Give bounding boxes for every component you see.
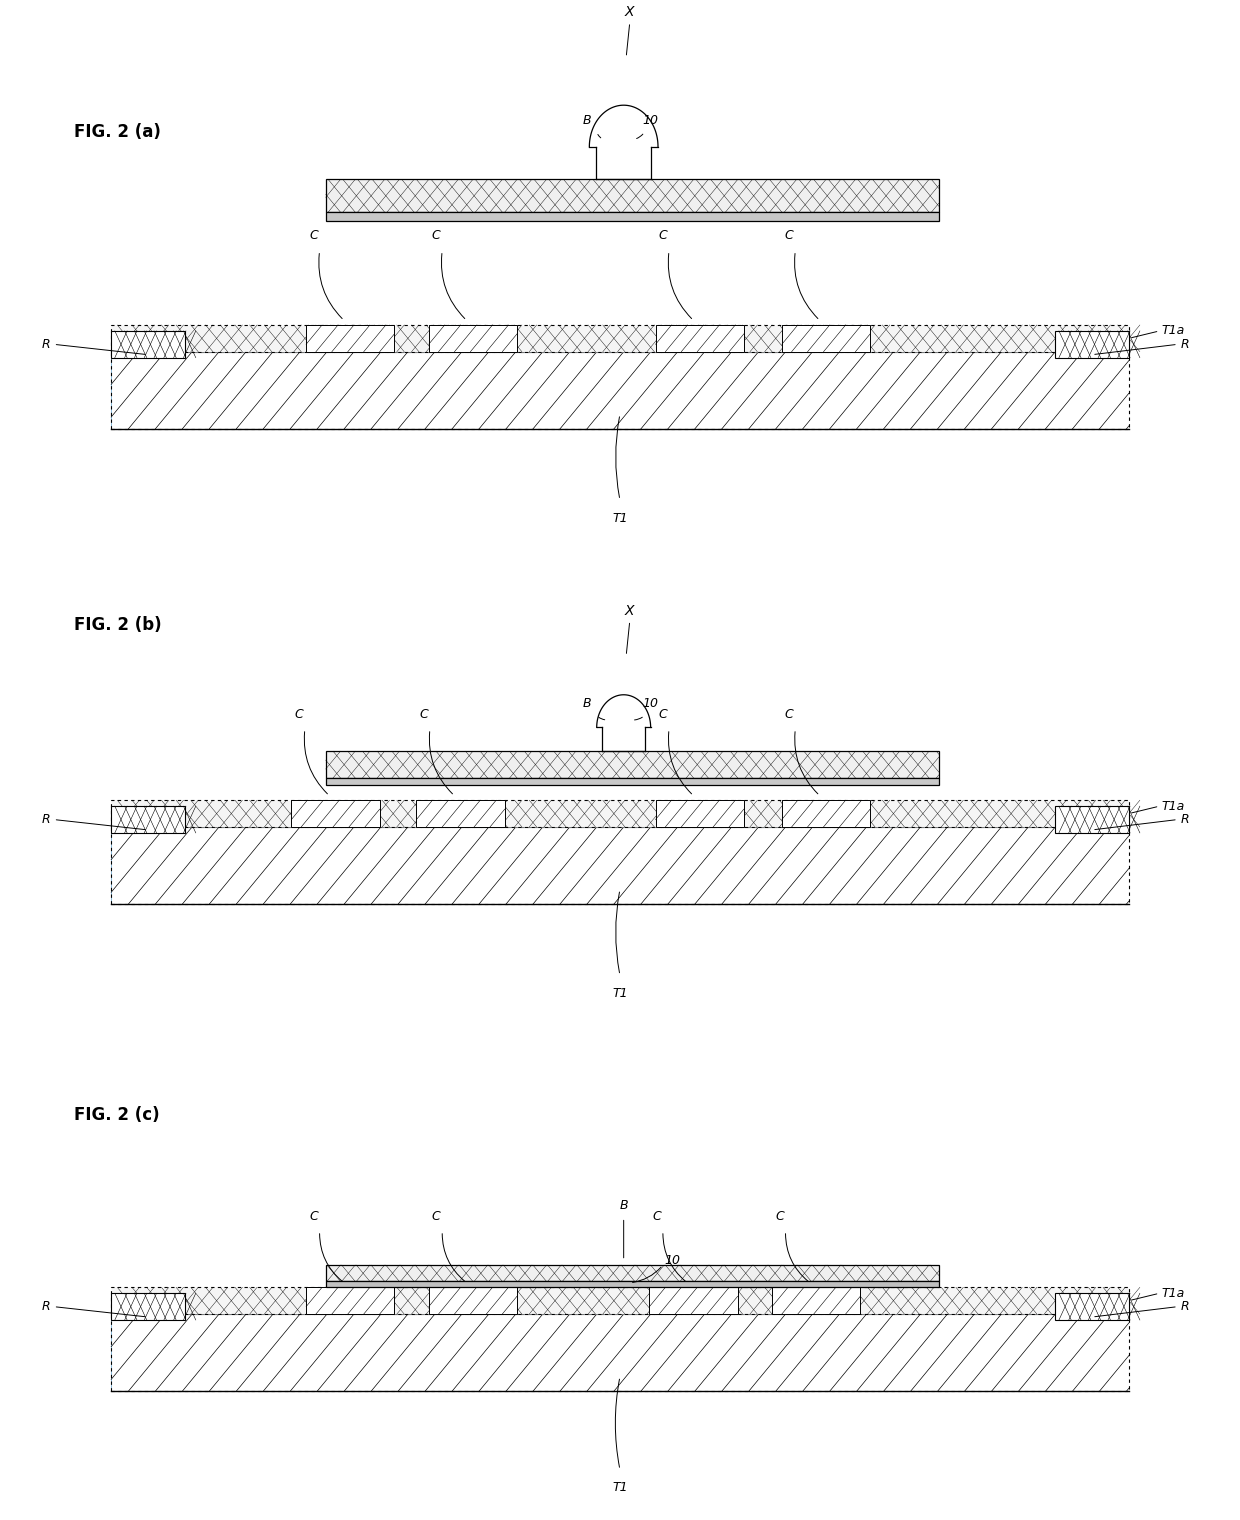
- Text: R: R: [1180, 813, 1189, 825]
- Text: B: B: [583, 114, 591, 126]
- Bar: [326, 1281, 939, 1287]
- Bar: [112, 325, 1128, 351]
- Bar: [112, 1315, 1128, 1391]
- Bar: [782, 800, 870, 827]
- Bar: [306, 325, 394, 351]
- Bar: [306, 325, 394, 351]
- Text: FIG. 2 (c): FIG. 2 (c): [74, 1107, 160, 1125]
- Text: C: C: [652, 1210, 661, 1222]
- Bar: [112, 800, 1128, 827]
- Bar: [112, 827, 1128, 904]
- Text: C: C: [419, 708, 428, 720]
- Bar: [1055, 806, 1128, 833]
- Bar: [112, 1315, 1128, 1391]
- Text: R: R: [41, 337, 50, 351]
- Bar: [291, 800, 379, 827]
- Bar: [112, 827, 1128, 904]
- Bar: [291, 800, 379, 827]
- Text: C: C: [658, 230, 667, 242]
- Text: C: C: [658, 708, 667, 720]
- Bar: [112, 351, 1128, 429]
- Text: FIG. 2 (b): FIG. 2 (b): [74, 616, 162, 634]
- Bar: [429, 1287, 517, 1315]
- Bar: [773, 1287, 861, 1315]
- Bar: [326, 213, 939, 220]
- Text: T1a: T1a: [1162, 800, 1185, 813]
- Text: C: C: [785, 708, 794, 720]
- Text: C: C: [432, 1210, 440, 1222]
- Text: C: C: [294, 708, 303, 720]
- Text: X: X: [625, 5, 635, 20]
- Text: T1a: T1a: [1162, 1287, 1185, 1300]
- Bar: [429, 325, 517, 351]
- Bar: [326, 179, 939, 213]
- Text: R: R: [1180, 1300, 1189, 1313]
- Bar: [656, 325, 744, 351]
- Text: C: C: [785, 230, 794, 242]
- Text: R: R: [41, 1300, 50, 1313]
- Bar: [650, 1287, 738, 1315]
- Bar: [1055, 1294, 1128, 1319]
- Bar: [326, 1265, 939, 1281]
- Bar: [773, 1287, 861, 1315]
- Bar: [112, 331, 185, 357]
- Text: T1: T1: [613, 986, 627, 1000]
- Text: B: B: [619, 1199, 627, 1211]
- Text: T1: T1: [613, 1482, 627, 1494]
- Bar: [112, 351, 1128, 429]
- Bar: [112, 1294, 185, 1319]
- Text: 10: 10: [642, 698, 658, 710]
- Bar: [326, 751, 939, 778]
- Bar: [782, 800, 870, 827]
- Bar: [782, 325, 870, 351]
- Text: T1: T1: [613, 512, 627, 524]
- Text: R: R: [41, 813, 50, 825]
- Text: 10: 10: [642, 114, 658, 126]
- Bar: [656, 800, 744, 827]
- Bar: [112, 1287, 1128, 1315]
- Text: 10: 10: [665, 1254, 681, 1268]
- Text: T1a: T1a: [1162, 324, 1185, 337]
- Bar: [417, 800, 505, 827]
- Text: X: X: [625, 603, 635, 617]
- Text: C: C: [432, 230, 440, 242]
- Bar: [306, 1287, 394, 1315]
- Bar: [326, 778, 939, 786]
- Bar: [112, 806, 185, 833]
- Text: C: C: [309, 1210, 317, 1222]
- Bar: [656, 800, 744, 827]
- Bar: [650, 1287, 738, 1315]
- Bar: [782, 325, 870, 351]
- Bar: [429, 325, 517, 351]
- Text: FIG. 2 (a): FIG. 2 (a): [74, 123, 161, 141]
- Text: C: C: [309, 230, 317, 242]
- Text: R: R: [1180, 337, 1189, 351]
- Bar: [1055, 331, 1128, 357]
- Bar: [306, 1287, 394, 1315]
- Text: C: C: [775, 1210, 784, 1222]
- Bar: [656, 325, 744, 351]
- Bar: [417, 800, 505, 827]
- Text: B: B: [583, 698, 591, 710]
- Bar: [429, 1287, 517, 1315]
